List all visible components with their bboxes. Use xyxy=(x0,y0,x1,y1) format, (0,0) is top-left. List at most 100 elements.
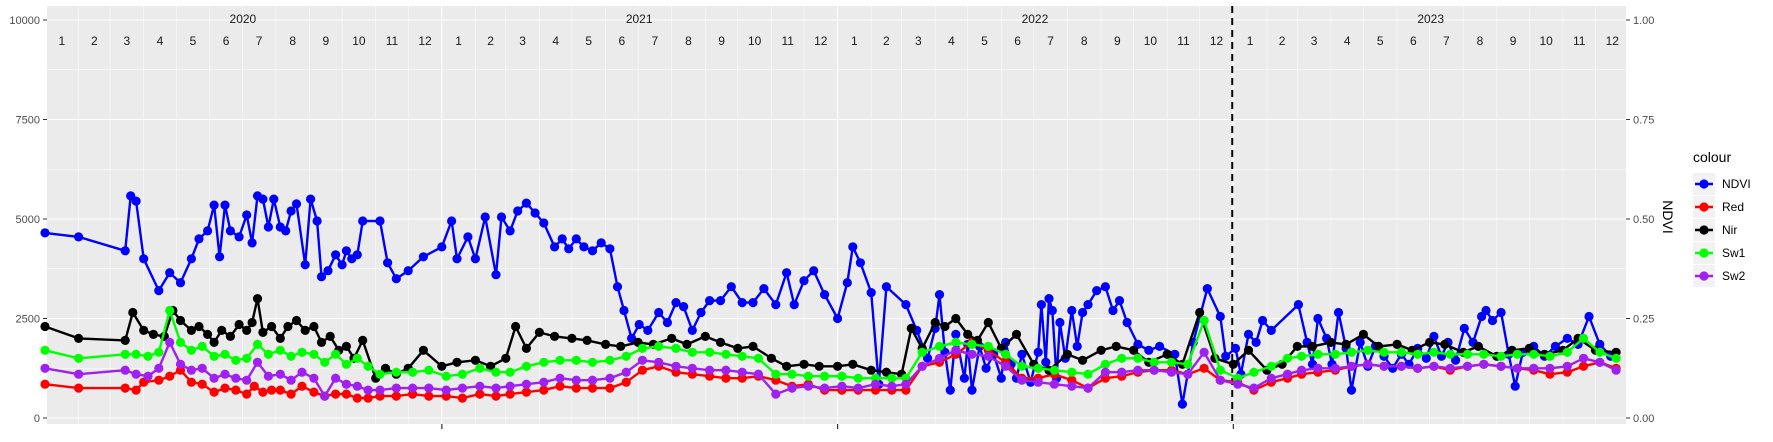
data-point xyxy=(726,282,736,292)
data-point xyxy=(1177,399,1187,409)
data-point xyxy=(967,349,977,359)
month-label: 2 xyxy=(487,34,494,48)
data-point xyxy=(457,383,467,393)
data-point xyxy=(165,337,175,347)
data-point xyxy=(194,234,204,244)
data-point xyxy=(996,373,1006,383)
data-point xyxy=(654,341,664,351)
data-point xyxy=(291,315,302,326)
data-point xyxy=(521,198,532,208)
data-point xyxy=(74,369,84,379)
data-point xyxy=(521,361,532,371)
data-point xyxy=(1462,349,1473,359)
data-point xyxy=(441,371,451,381)
data-point xyxy=(375,216,385,226)
y-tick-label: 10000 xyxy=(9,15,40,27)
data-point xyxy=(582,335,592,345)
data-point xyxy=(1413,349,1423,359)
data-point xyxy=(1249,367,1259,377)
data-point xyxy=(475,363,485,373)
data-point xyxy=(231,385,241,395)
data-point xyxy=(687,347,697,357)
month-label: 7 xyxy=(1443,34,1450,48)
data-point xyxy=(951,329,961,339)
month-label: 3 xyxy=(124,34,131,48)
data-point xyxy=(1611,365,1621,375)
data-point xyxy=(391,274,401,284)
month-label: 12 xyxy=(1606,34,1620,48)
data-point xyxy=(1100,367,1110,377)
data-point xyxy=(715,296,726,306)
data-point xyxy=(1249,383,1259,393)
data-point xyxy=(1049,379,1059,389)
data-point xyxy=(619,305,629,316)
legend-key-point xyxy=(1699,271,1709,281)
data-point xyxy=(1017,361,1027,371)
data-point xyxy=(1392,339,1402,349)
data-point xyxy=(1199,347,1209,357)
month-label: 1 xyxy=(455,34,462,48)
data-point xyxy=(596,238,606,248)
data-point xyxy=(40,345,50,355)
data-point xyxy=(1149,357,1159,367)
data-point xyxy=(1215,365,1225,375)
data-point xyxy=(197,341,207,351)
month-label: 10 xyxy=(748,34,762,48)
data-point xyxy=(759,284,769,294)
data-point xyxy=(521,387,532,397)
data-point xyxy=(74,232,84,242)
data-point xyxy=(352,353,362,363)
data-point xyxy=(771,389,781,399)
data-point xyxy=(1297,365,1307,375)
data-point xyxy=(634,319,644,330)
data-point xyxy=(967,385,977,395)
data-point xyxy=(281,226,291,236)
data-point xyxy=(225,226,235,236)
data-point xyxy=(242,353,252,363)
data-point xyxy=(940,321,950,332)
data-point xyxy=(737,367,747,377)
data-point xyxy=(120,383,130,393)
series-sw1 xyxy=(40,305,1621,383)
data-point xyxy=(505,389,515,399)
data-point xyxy=(391,367,401,377)
data-point xyxy=(297,381,307,391)
year-label: 2022 xyxy=(1022,12,1049,26)
data-point xyxy=(1166,367,1177,377)
month-label: 11 xyxy=(386,34,399,48)
data-point xyxy=(951,337,961,347)
data-point xyxy=(306,194,316,204)
data-point xyxy=(475,389,485,399)
data-point xyxy=(258,327,268,337)
data-point xyxy=(120,365,130,375)
data-point xyxy=(1313,349,1323,359)
data-point xyxy=(1451,355,1461,365)
data-point xyxy=(408,367,418,377)
month-label: 4 xyxy=(1344,34,1351,48)
data-point xyxy=(1346,361,1357,371)
data-point xyxy=(1374,341,1384,351)
data-point xyxy=(120,349,130,359)
data-point xyxy=(1133,353,1143,363)
data-point xyxy=(363,361,373,371)
data-point xyxy=(297,347,307,357)
data-point xyxy=(491,270,501,280)
data-point xyxy=(437,242,447,252)
data-point xyxy=(753,369,764,379)
month-label: 9 xyxy=(322,34,329,48)
data-point xyxy=(383,258,393,268)
data-point xyxy=(225,331,235,341)
data-point xyxy=(1341,339,1351,349)
data-point xyxy=(209,337,219,347)
axes: 0 2500 5000 7500 10000 0.00 0.25 0.50 0.75 1.00 xyxy=(9,15,1654,429)
data-point xyxy=(209,200,219,210)
data-point xyxy=(220,369,230,379)
data-point xyxy=(1396,361,1406,371)
data-point xyxy=(917,347,927,357)
data-point xyxy=(513,206,523,216)
month-label: 10 xyxy=(1144,34,1158,48)
data-point xyxy=(247,238,257,248)
y2-tick-label: 0.25 xyxy=(1633,314,1654,326)
